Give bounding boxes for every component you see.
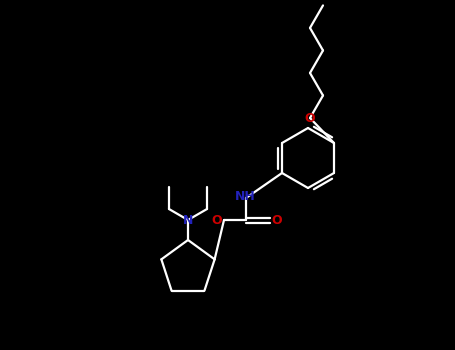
Text: N: N [183, 214, 193, 226]
Text: O: O [212, 214, 222, 226]
Text: O: O [272, 214, 282, 226]
Text: NH: NH [235, 190, 255, 203]
Text: O: O [305, 112, 315, 125]
